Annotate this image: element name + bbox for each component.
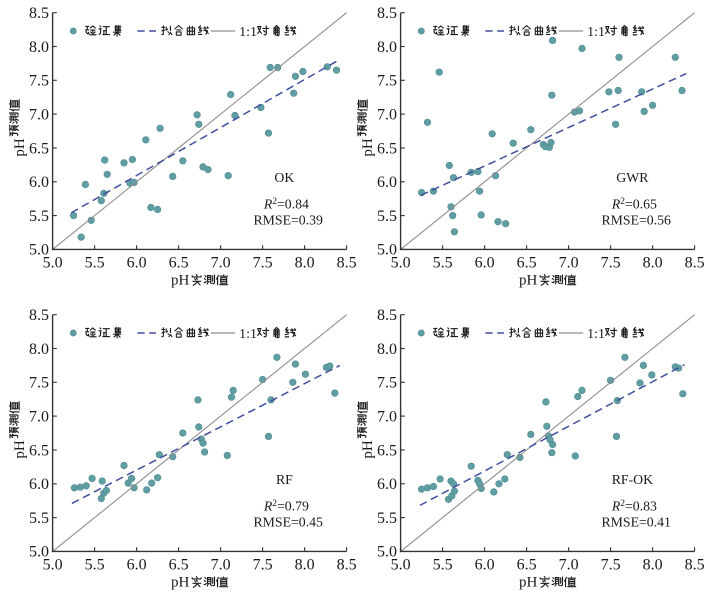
svg-text:8.5: 8.5	[685, 254, 705, 271]
svg-text:7.0: 7.0	[559, 556, 579, 573]
svg-text:7.0: 7.0	[377, 106, 397, 123]
svg-text:6.5: 6.5	[377, 140, 397, 157]
svg-text:RF: RF	[276, 472, 293, 487]
svg-text:RMSE=0.56: RMSE=0.56	[601, 213, 671, 228]
svg-text:6.5: 6.5	[169, 254, 189, 271]
svg-text:pH: pH	[519, 575, 538, 591]
svg-text:6.5: 6.5	[29, 140, 49, 157]
svg-text:7.5: 7.5	[601, 556, 621, 573]
svg-text:6.5: 6.5	[169, 556, 189, 573]
svg-text:7.0: 7.0	[559, 254, 579, 271]
svg-text:8.5: 8.5	[377, 5, 397, 22]
svg-text:pH: pH	[360, 138, 376, 157]
svg-text:5.5: 5.5	[377, 510, 397, 527]
svg-text:6.0: 6.0	[127, 556, 147, 573]
svg-text:6.5: 6.5	[517, 556, 537, 573]
svg-text:7.5: 7.5	[377, 73, 397, 90]
svg-text:7.5: 7.5	[253, 254, 273, 271]
svg-text:7.5: 7.5	[377, 375, 397, 392]
svg-text:5.5: 5.5	[433, 556, 453, 573]
svg-text:pH: pH	[171, 273, 190, 289]
svg-text:7.0: 7.0	[211, 254, 231, 271]
svg-text:5.0: 5.0	[391, 556, 411, 573]
svg-text:7.0: 7.0	[29, 106, 49, 123]
svg-text:1:1: 1:1	[587, 25, 605, 40]
svg-text:GWR: GWR	[616, 170, 649, 185]
svg-text:1:1: 1:1	[239, 327, 257, 342]
svg-text:6.0: 6.0	[377, 476, 397, 493]
svg-text:6.0: 6.0	[29, 174, 49, 191]
svg-text:pH: pH	[12, 138, 28, 157]
svg-text:6.0: 6.0	[127, 254, 147, 271]
svg-text:5.5: 5.5	[433, 254, 453, 271]
svg-text:8.0: 8.0	[29, 341, 49, 358]
svg-text:6.5: 6.5	[29, 442, 49, 459]
svg-text:pH: pH	[171, 575, 190, 591]
svg-text:5.0: 5.0	[43, 254, 63, 271]
svg-text:pH: pH	[360, 440, 376, 459]
svg-text:7.0: 7.0	[377, 408, 397, 425]
svg-text:5.5: 5.5	[377, 208, 397, 225]
svg-text:8.5: 8.5	[685, 556, 705, 573]
svg-text:8.5: 8.5	[337, 254, 357, 271]
svg-text:RMSE=0.39: RMSE=0.39	[253, 213, 323, 228]
svg-text:6.0: 6.0	[475, 556, 495, 573]
svg-text:1:1: 1:1	[587, 327, 605, 342]
svg-text:8.5: 8.5	[29, 307, 49, 324]
svg-text:8.5: 8.5	[377, 307, 397, 324]
svg-text:7.0: 7.0	[29, 408, 49, 425]
svg-text:R2=0.83: R2=0.83	[611, 499, 657, 514]
svg-text:pH: pH	[519, 273, 538, 289]
svg-text:5.5: 5.5	[29, 208, 49, 225]
svg-text:5.0: 5.0	[29, 544, 49, 561]
svg-text:pH: pH	[12, 440, 28, 459]
svg-text:7.5: 7.5	[601, 254, 621, 271]
svg-text:8.5: 8.5	[29, 5, 49, 22]
svg-text:8.5: 8.5	[337, 556, 357, 573]
svg-text:RF-OK: RF-OK	[612, 472, 653, 487]
svg-text:7.5: 7.5	[29, 73, 49, 90]
svg-text:R2=0.79: R2=0.79	[263, 499, 309, 514]
svg-text:OK: OK	[274, 170, 294, 185]
svg-text:5.0: 5.0	[391, 254, 411, 271]
svg-text:5.0: 5.0	[29, 242, 49, 259]
svg-text:8.0: 8.0	[377, 39, 397, 56]
svg-text:6.5: 6.5	[377, 442, 397, 459]
svg-text:8.0: 8.0	[643, 556, 663, 573]
svg-text:1:1: 1:1	[239, 25, 257, 40]
svg-text:6.0: 6.0	[475, 254, 495, 271]
svg-text:5.5: 5.5	[85, 556, 105, 573]
svg-text:RMSE=0.41: RMSE=0.41	[601, 515, 671, 530]
svg-text:5.0: 5.0	[43, 556, 63, 573]
svg-text:7.0: 7.0	[211, 556, 231, 573]
svg-text:8.0: 8.0	[295, 556, 315, 573]
svg-text:RMSE=0.45: RMSE=0.45	[253, 515, 323, 530]
svg-text:6.5: 6.5	[517, 254, 537, 271]
svg-text:8.0: 8.0	[377, 341, 397, 358]
svg-text:5.0: 5.0	[377, 242, 397, 259]
svg-text:5.5: 5.5	[29, 510, 49, 527]
svg-text:7.5: 7.5	[253, 556, 273, 573]
svg-text:R2=0.65: R2=0.65	[611, 197, 657, 212]
svg-text:5.0: 5.0	[377, 544, 397, 561]
svg-text:8.0: 8.0	[295, 254, 315, 271]
svg-text:7.5: 7.5	[29, 375, 49, 392]
svg-text:6.0: 6.0	[377, 174, 397, 191]
svg-text:6.0: 6.0	[29, 476, 49, 493]
svg-text:R2=0.84: R2=0.84	[263, 197, 309, 212]
svg-text:8.0: 8.0	[29, 39, 49, 56]
svg-text:5.5: 5.5	[85, 254, 105, 271]
svg-text:8.0: 8.0	[643, 254, 663, 271]
